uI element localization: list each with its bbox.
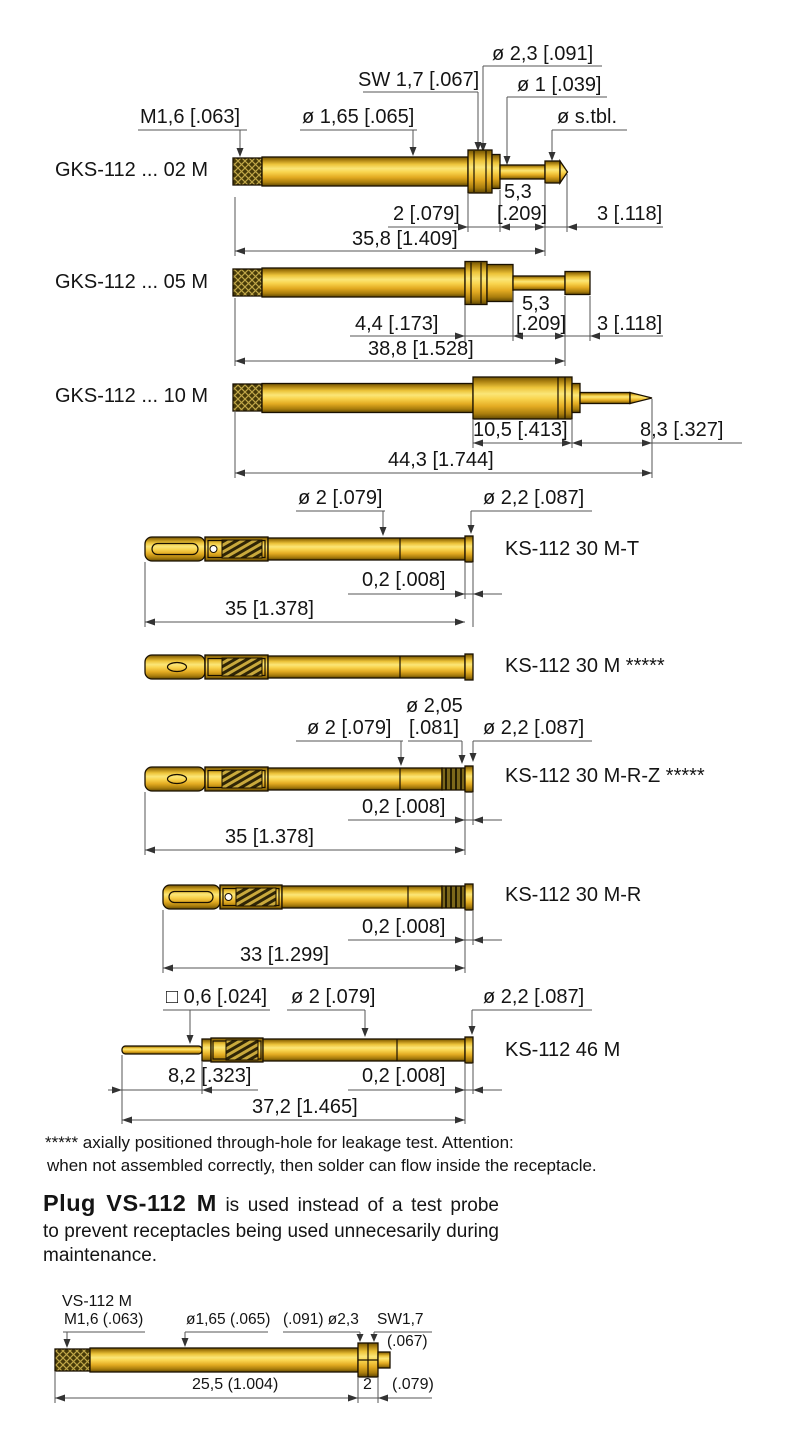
vs-112-m-drawing <box>54 1331 432 1403</box>
dim-nut-vs: 2 <box>363 1376 372 1393</box>
callout-d22-ks30mrz: ø 2,2 [.087] <box>483 717 585 739</box>
dim-total-ks30mrz: 35 [1.378] <box>225 826 314 848</box>
callout-d205in-ks30mrz: [.081] <box>409 717 460 739</box>
figure-label-ks30mrz: KS-112 30 M-R-Z ***** <box>505 765 705 787</box>
dim-barrel-gks10: 10,5 [.413] <box>473 419 568 441</box>
dim-total-ks46m: 37,2 [1.465] <box>252 1096 358 1118</box>
figure-label-ks30mt: KS-112 30 M-T <box>505 538 640 560</box>
dim-total-ks30mr: 33 [1.299] <box>240 944 329 966</box>
dim-total-gks10: 44,3 [1.744] <box>388 449 494 471</box>
callout-d22-ks46m: ø 2,2 [.087] <box>483 986 585 1008</box>
callout-sw-in-vs: (.067) <box>387 1333 428 1350</box>
callout-d1-gks02: ø 1 [.039] <box>517 74 602 96</box>
ks-112-46-m-drawing <box>108 1009 592 1124</box>
dim-rod-mm-gks02: 5,3 <box>504 181 532 203</box>
figure-label-gks05: GKS-112 ... 05 M <box>55 271 209 293</box>
callout-m16-gks02: M1,6 [.063] <box>140 106 241 128</box>
figure-label-vs112m: VS-112 M <box>62 1293 132 1310</box>
gks-112-05-m-drawing <box>232 260 663 366</box>
gks-112-10-m-drawing <box>232 376 742 478</box>
callout-stbl-gks02: ø s.tbl. <box>557 106 618 128</box>
dim-tip-gks02: 3 [.118] <box>597 203 663 225</box>
ks-112-30-m-r-z-drawing <box>144 740 592 855</box>
figure-label-ks46m: KS-112 46 M <box>505 1039 621 1061</box>
callout-sw-vs: SW1,7 <box>377 1311 424 1328</box>
dim-front-gks05: 4,4 [.173] <box>355 313 439 335</box>
dim-step-ks30mt: 0,2 [.008] <box>362 569 446 591</box>
dim-total-gks02: 35,8 [1.409] <box>352 228 458 250</box>
dim-total-gks05: 38,8 [1.528] <box>368 338 474 360</box>
dim-tip-gks10: 8,3 [.327] <box>640 419 724 441</box>
callout-d23-vs: (.091) ø2,3 <box>283 1311 359 1328</box>
callout-m16-vs: M1,6 (.063) <box>64 1311 144 1328</box>
plug-note-line2: to prevent receptacles being used unnece… <box>43 1221 499 1242</box>
callout-d165-vs: ø1,65 (.065) <box>186 1311 271 1328</box>
dim-rod-in-gks02: [.209] <box>497 203 548 225</box>
dim-total-ks30mt: 35 [1.378] <box>225 598 314 620</box>
plug-note-heading: Plug VS-112 M <box>43 1190 217 1216</box>
figure-label-gks02: GKS-112 ... 02 M <box>55 159 209 181</box>
dim-rod-in-gks05: [.209] <box>516 313 567 335</box>
figure-label-ks30m: KS-112 30 M ***** <box>505 655 665 677</box>
plug-note-line1-rest: is used instead of a test probe <box>225 1195 499 1216</box>
dim-pin-ks46m: 8,2 [.323] <box>168 1065 252 1087</box>
plug-note-line1: Plug VS-112 M is used instead of a test … <box>43 1189 499 1218</box>
ks-112-30-m-r-drawing <box>162 883 502 973</box>
callout-d23-gks02: ø 2,3 [.091] <box>492 43 594 65</box>
dim-length-vs: 25,5 (1.004) <box>192 1376 279 1393</box>
ks-112-30-m-t-drawing <box>144 510 592 627</box>
gks-112-02-m-drawing <box>138 65 663 256</box>
callout-sw-gks02: SW 1,7 [.067] <box>358 69 480 91</box>
callout-d22-ks30mt: ø 2,2 [.087] <box>483 487 585 509</box>
dim-tip-gks05: 3 [.118] <box>597 313 663 335</box>
dim-step-ks30mrz: 0,2 [.008] <box>362 796 446 818</box>
callout-d205-ks30mrz: ø 2,05 <box>406 695 463 717</box>
ks-112-30-m-drawing <box>144 653 474 681</box>
dim-rod-mm-gks05: 5,3 <box>522 293 550 315</box>
dim-len2-gks02: 2 [.079] <box>393 203 460 225</box>
callout-d2-ks30mt: ø 2 [.079] <box>298 487 383 509</box>
figure-label-ks30mr: KS-112 30 M-R <box>505 884 642 906</box>
dim-nut-in-vs: (.079) <box>392 1376 434 1393</box>
plug-note-line3: maintenance. <box>43 1245 158 1266</box>
dim-step-ks46m: 0,2 [.008] <box>362 1065 446 1087</box>
callout-square-ks46m: □ 0,6 [.024] <box>166 986 268 1008</box>
callout-d2-ks46m: ø 2 [.079] <box>291 986 376 1008</box>
figure-label-gks10: GKS-112 ... 10 M <box>55 385 209 407</box>
callout-d2-ks30mrz: ø 2 [.079] <box>307 717 392 739</box>
footnote-line1: ***** axially positioned through-hole fo… <box>45 1133 514 1152</box>
footnote-line2: when not assembled correctly, then solde… <box>47 1156 597 1175</box>
callout-d165-gks02: ø 1,65 [.065] <box>302 106 415 128</box>
dim-step-ks30mr: 0,2 [.008] <box>362 916 446 938</box>
